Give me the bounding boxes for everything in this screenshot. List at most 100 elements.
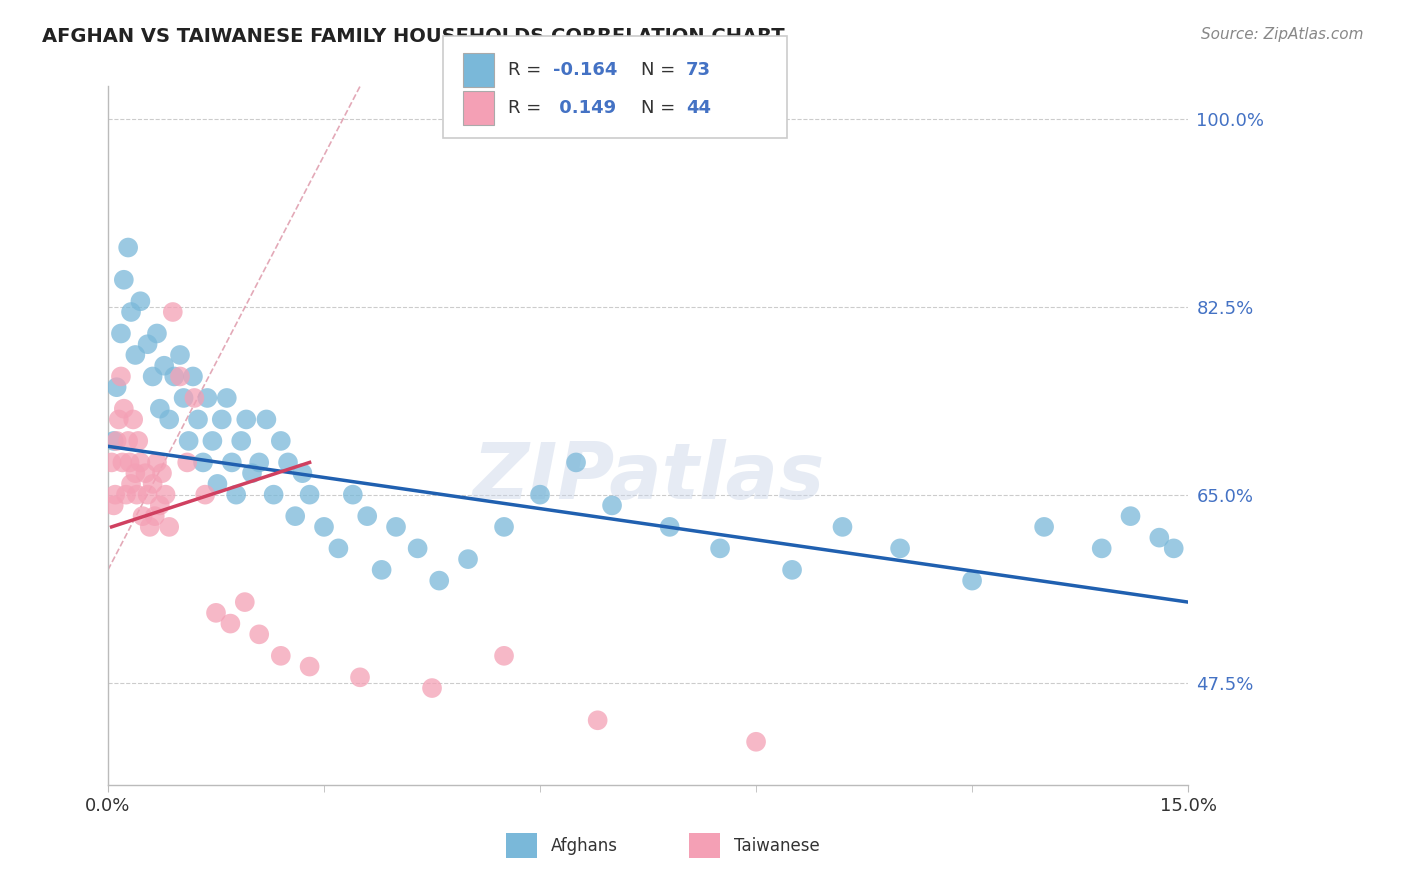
Point — [420, 681, 443, 695]
Point — [263, 488, 285, 502]
Point — [780, 563, 803, 577]
Point — [149, 401, 172, 416]
Point — [131, 509, 153, 524]
Point — [1119, 509, 1142, 524]
Point — [745, 735, 768, 749]
Text: Source: ZipAtlas.com: Source: ZipAtlas.com — [1201, 27, 1364, 42]
Point — [124, 348, 146, 362]
Point — [215, 391, 238, 405]
Point — [247, 627, 270, 641]
Point — [221, 455, 243, 469]
Text: Afghans: Afghans — [551, 837, 619, 855]
Point — [284, 509, 307, 524]
Point — [122, 412, 145, 426]
Point — [291, 466, 314, 480]
Point — [277, 455, 299, 469]
Point — [254, 412, 277, 426]
Point — [183, 391, 205, 405]
Text: 0.149: 0.149 — [553, 99, 616, 117]
Text: N =: N = — [641, 61, 681, 78]
Point — [328, 541, 350, 556]
Point — [586, 713, 609, 727]
Point — [195, 391, 218, 405]
Point — [1163, 541, 1185, 556]
Point — [100, 455, 122, 469]
Point — [136, 488, 159, 502]
Point — [207, 476, 229, 491]
Point — [124, 466, 146, 480]
Point — [492, 520, 515, 534]
Text: N =: N = — [641, 99, 681, 117]
Point — [136, 337, 159, 351]
Point — [105, 380, 128, 394]
Point — [191, 455, 214, 469]
Point — [370, 563, 392, 577]
Point — [110, 369, 132, 384]
Point — [150, 466, 173, 480]
Point — [112, 273, 135, 287]
Point — [139, 520, 162, 534]
Point — [349, 670, 371, 684]
Point — [104, 488, 127, 502]
Point — [600, 499, 623, 513]
Point — [162, 305, 184, 319]
Point — [103, 434, 125, 448]
Point — [233, 595, 256, 609]
Point — [153, 359, 176, 373]
Point — [169, 348, 191, 362]
Point — [270, 648, 292, 663]
Point — [201, 434, 224, 448]
Point — [115, 488, 138, 502]
Point — [129, 294, 152, 309]
Point — [427, 574, 450, 588]
Point — [163, 369, 186, 384]
Point — [342, 488, 364, 502]
Point — [298, 659, 321, 673]
Point — [107, 412, 129, 426]
Text: R =: R = — [508, 99, 547, 117]
Point — [298, 488, 321, 502]
Point — [658, 520, 681, 534]
Point — [406, 541, 429, 556]
Point — [240, 466, 263, 480]
Point — [142, 369, 165, 384]
Point — [1033, 520, 1056, 534]
Point — [146, 326, 169, 341]
Point — [529, 488, 551, 502]
Point — [960, 574, 983, 588]
Text: ZIPatlas: ZIPatlas — [472, 440, 824, 516]
Point — [118, 455, 141, 469]
Text: AFGHAN VS TAIWANESE FAMILY HOUSEHOLDS CORRELATION CHART: AFGHAN VS TAIWANESE FAMILY HOUSEHOLDS CO… — [42, 27, 785, 45]
Point — [270, 434, 292, 448]
Point — [134, 466, 156, 480]
Point — [157, 520, 180, 534]
Point — [1149, 531, 1171, 545]
Point — [187, 412, 209, 426]
Point — [831, 520, 853, 534]
Text: Taiwanese: Taiwanese — [734, 837, 820, 855]
Point — [103, 499, 125, 513]
Point — [492, 648, 515, 663]
Point — [211, 412, 233, 426]
Point — [457, 552, 479, 566]
Point — [120, 476, 142, 491]
Point — [120, 305, 142, 319]
Point — [1091, 541, 1114, 556]
Point — [235, 412, 257, 426]
Point — [112, 401, 135, 416]
Text: R =: R = — [508, 61, 547, 78]
Point — [146, 455, 169, 469]
Text: -0.164: -0.164 — [553, 61, 617, 78]
Point — [709, 541, 731, 556]
Point — [565, 455, 588, 469]
Point — [247, 455, 270, 469]
Point — [173, 391, 195, 405]
Point — [231, 434, 253, 448]
Point — [157, 412, 180, 426]
Point — [356, 509, 378, 524]
Point — [181, 369, 204, 384]
Text: 73: 73 — [686, 61, 711, 78]
Point — [385, 520, 408, 534]
Point — [117, 434, 139, 448]
Point — [169, 369, 191, 384]
